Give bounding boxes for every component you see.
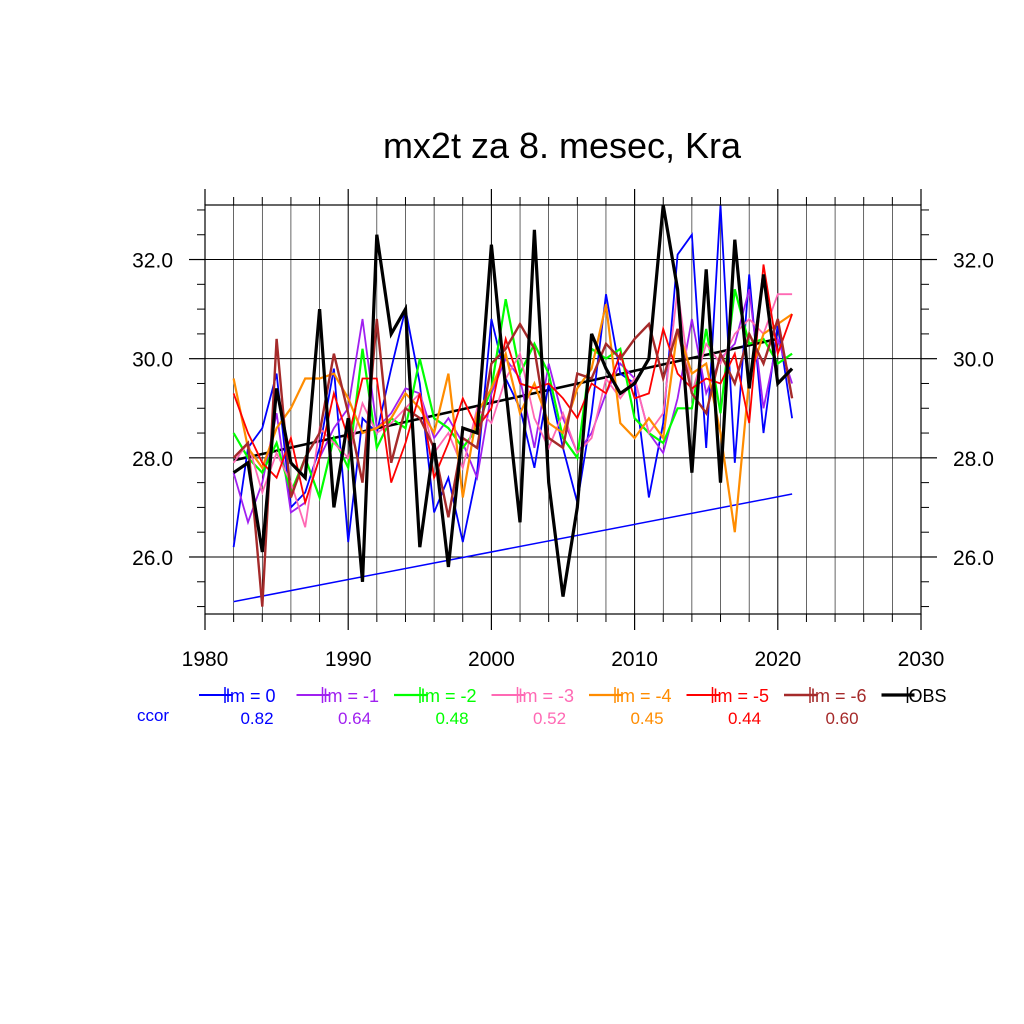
y-tick-label: 32.0 bbox=[132, 250, 173, 273]
y-tick-label-right: 28.0 bbox=[953, 448, 994, 471]
y-tick-label: 28.0 bbox=[132, 448, 173, 471]
legend-label: lm = -5 bbox=[714, 686, 770, 706]
legend-label: OBS bbox=[909, 686, 947, 706]
x-tick-label: 1990 bbox=[325, 648, 372, 671]
y-tick-label: 26.0 bbox=[132, 547, 173, 570]
series-line-7 bbox=[232, 204, 794, 597]
ccor-value: 0.52 bbox=[533, 709, 566, 728]
legend-label: lm = 0 bbox=[226, 686, 276, 706]
legend-label: lm = -3 bbox=[519, 686, 575, 706]
x-tick-label: 2010 bbox=[611, 648, 658, 671]
ccor-caption: ccor bbox=[137, 706, 169, 725]
y-tick-label-right: 26.0 bbox=[953, 547, 994, 570]
y-tick-label-right: 32.0 bbox=[953, 250, 994, 273]
trend-line bbox=[233, 493, 793, 603]
legend-label: lm = -4 bbox=[616, 686, 672, 706]
chart-title: mx2t za 8. mesec, Kra bbox=[383, 125, 742, 166]
x-tick-label: 2030 bbox=[898, 648, 945, 671]
ccor-value: 0.60 bbox=[825, 709, 858, 728]
ccor-value: 0.45 bbox=[630, 709, 663, 728]
ccor-value: 0.64 bbox=[338, 709, 371, 728]
series-lines bbox=[232, 204, 794, 607]
ccor-value: 0.48 bbox=[435, 709, 468, 728]
legend: lm = 0 0.82 lm = -1 0.64 lm = -2 0.48 lm = -3 0… bbox=[199, 686, 947, 728]
y-tick-label: 30.0 bbox=[132, 349, 173, 372]
ccor-value: 0.44 bbox=[728, 709, 761, 728]
legend-label: lm = -1 bbox=[324, 686, 380, 706]
plot-frame bbox=[204, 204, 922, 615]
x-tick-label: 2020 bbox=[754, 648, 801, 671]
plot-border bbox=[204, 204, 922, 615]
y-tick-label-right: 30.0 bbox=[953, 349, 994, 372]
legend-label: lm = -6 bbox=[811, 686, 867, 706]
legend-label: lm = -2 bbox=[421, 686, 477, 706]
x-tick-label: 1980 bbox=[182, 648, 229, 671]
ccor-value: 0.82 bbox=[240, 709, 273, 728]
axis-ticks: 1980 1990 2000 2010 2020 2030 26.0 26.0 28.0 28.0… bbox=[132, 189, 994, 671]
x-tick-label: 2000 bbox=[468, 648, 515, 671]
